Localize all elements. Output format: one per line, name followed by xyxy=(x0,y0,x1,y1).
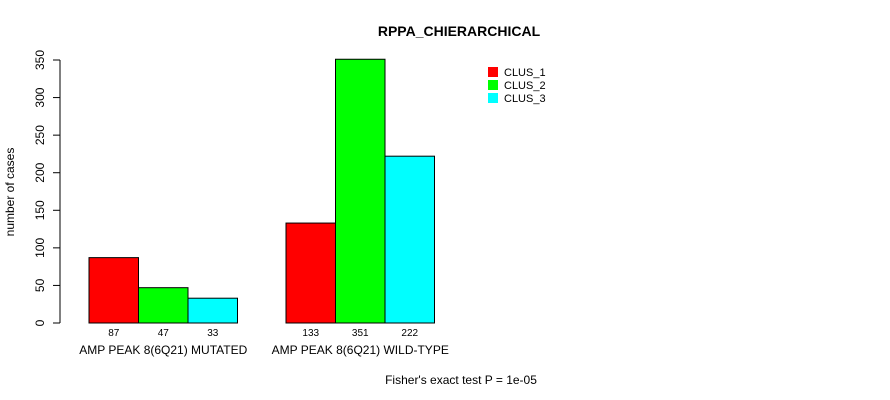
legend-label-clus-1: CLUS_1 xyxy=(504,67,546,79)
legend-label-clus-2: CLUS_2 xyxy=(504,80,546,92)
bar-clus-1-group-1 xyxy=(88,257,139,324)
legend-swatch-clus-2 xyxy=(488,80,498,90)
bar-value-label: 47 xyxy=(158,328,170,339)
y-axis-label: number of cases xyxy=(3,148,17,237)
y-tick-label: 200 xyxy=(33,162,47,182)
y-axis: 0 50 100 150 200 250 300 350 xyxy=(33,50,61,326)
chart-title: RPPA_CHIERARCHICAL xyxy=(378,23,541,39)
bar-clus-3-group-1 xyxy=(187,297,238,324)
y-tick-label: 50 xyxy=(33,278,47,292)
legend-swatch-clus-1 xyxy=(488,67,498,77)
category-label-2: AMP PEAK 8(6Q21) WILD-TYPE xyxy=(272,343,449,357)
y-tick-label: 150 xyxy=(33,200,47,220)
bar-value-label: 87 xyxy=(108,328,120,339)
category-labels: AMP PEAK 8(6Q21) MUTATED AMP PEAK 8(6Q21)… xyxy=(79,343,449,357)
bar-clus-3-group-2 xyxy=(384,155,435,324)
category-label-1: AMP PEAK 8(6Q21) MUTATED xyxy=(79,343,247,357)
bar-value-label: 222 xyxy=(401,328,418,339)
bar-clus-2-group-1 xyxy=(138,287,189,324)
bars-group xyxy=(88,58,435,324)
legend-label-clus-3: CLUS_3 xyxy=(504,93,546,105)
y-tick-label: 250 xyxy=(33,125,47,145)
legend-swatch-clus-3 xyxy=(488,93,498,103)
bar-clus-2-group-2 xyxy=(335,58,386,324)
bar-value-label: 133 xyxy=(302,328,319,339)
y-tick-label: 350 xyxy=(33,50,47,70)
bar-value-label: 33 xyxy=(207,328,219,339)
y-tick-label: 100 xyxy=(33,238,47,258)
bar-value-label: 351 xyxy=(352,328,369,339)
fisher-test-footnote: Fisher's exact test P = 1e-05 xyxy=(385,373,537,387)
y-tick-label: 300 xyxy=(33,87,47,107)
y-tick-label: 0 xyxy=(33,319,47,326)
bar-clus-1-group-2 xyxy=(285,222,336,324)
bar-value-labels: 87 47 33 133 351 222 xyxy=(108,328,418,339)
